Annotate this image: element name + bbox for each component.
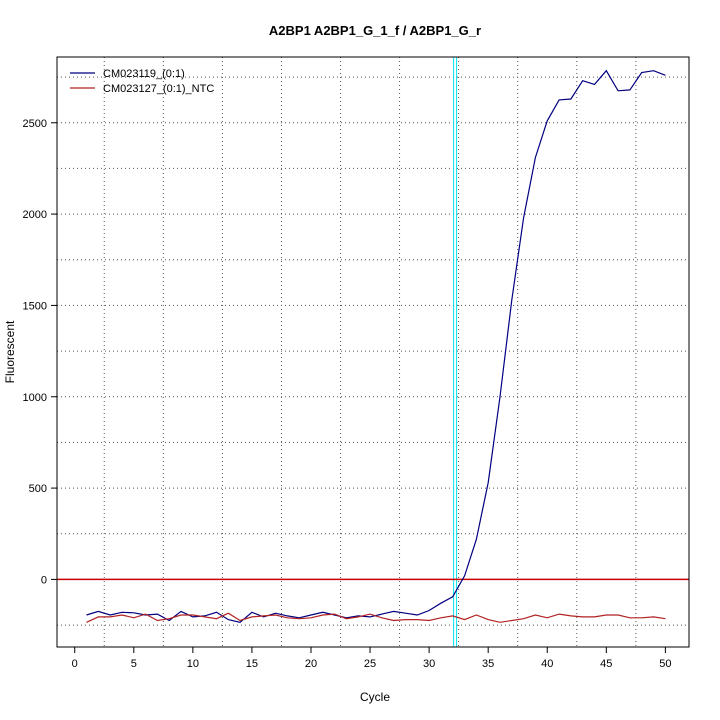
x-axis: 0 5 10 15 20 25 30 35 40 45 50 — [72, 647, 671, 670]
plot-frame — [56, 56, 690, 648]
x-tick-label: 15 — [246, 658, 258, 670]
y-tick-label: 2500 — [23, 118, 47, 130]
x-tick-label: 25 — [364, 658, 376, 670]
x-tick-label: 45 — [600, 658, 612, 670]
y-axis-label: Fluorescent — [3, 320, 17, 383]
x-tick-label: 30 — [423, 658, 435, 670]
legend-label: CM023127_(0:1)_NTC — [103, 83, 214, 95]
reference-lines — [57, 57, 689, 647]
x-tick-label: 0 — [72, 658, 78, 670]
y-axis: 0 500 1000 1500 2000 2500 — [23, 118, 57, 586]
x-axis-label: Cycle — [360, 690, 390, 704]
legend-label: CM023119_(0:1) — [103, 68, 185, 80]
x-tick-label: 40 — [541, 658, 553, 670]
x-tick-label: 5 — [131, 658, 137, 670]
chart-title: A2BP1 A2BP1_G_1_f / A2BP1_G_r — [269, 23, 481, 38]
y-tick-label: 1000 — [23, 392, 47, 404]
y-tick-label: 0 — [41, 574, 47, 586]
y-tick-label: 1500 — [23, 300, 47, 312]
y-tick-label: 2000 — [23, 209, 47, 221]
x-tick-label: 10 — [187, 658, 199, 670]
series-lines — [86, 69, 666, 623]
x-tick-label: 50 — [659, 658, 671, 670]
legend: CM023119_(0:1) CM023127_(0:1)_NTC — [70, 68, 214, 95]
y-tick-label: 500 — [29, 483, 47, 495]
series-line-2 — [86, 612, 666, 623]
x-tick-label: 35 — [482, 658, 494, 670]
x-tick-label: 20 — [305, 658, 317, 670]
